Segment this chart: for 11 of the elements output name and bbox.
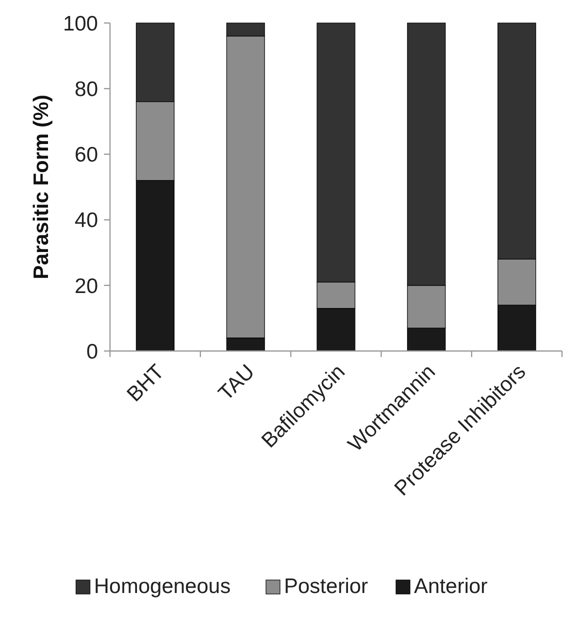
y-tick-label: 60 xyxy=(74,144,98,167)
legend-label: Anterior xyxy=(414,575,488,598)
y-tick-label: 80 xyxy=(74,78,98,101)
legend-label: Homogeneous xyxy=(94,575,231,598)
y-axis-title: Parasitic Form (%) xyxy=(30,94,53,280)
y-tick-label: 20 xyxy=(74,274,98,298)
x-tick-label: TAU xyxy=(214,360,260,406)
legend-label: Posterior xyxy=(284,575,368,598)
y-tick-label: 100 xyxy=(62,12,98,36)
y-tick-label: 40 xyxy=(74,209,98,232)
y-tick-label: 0 xyxy=(86,340,98,364)
